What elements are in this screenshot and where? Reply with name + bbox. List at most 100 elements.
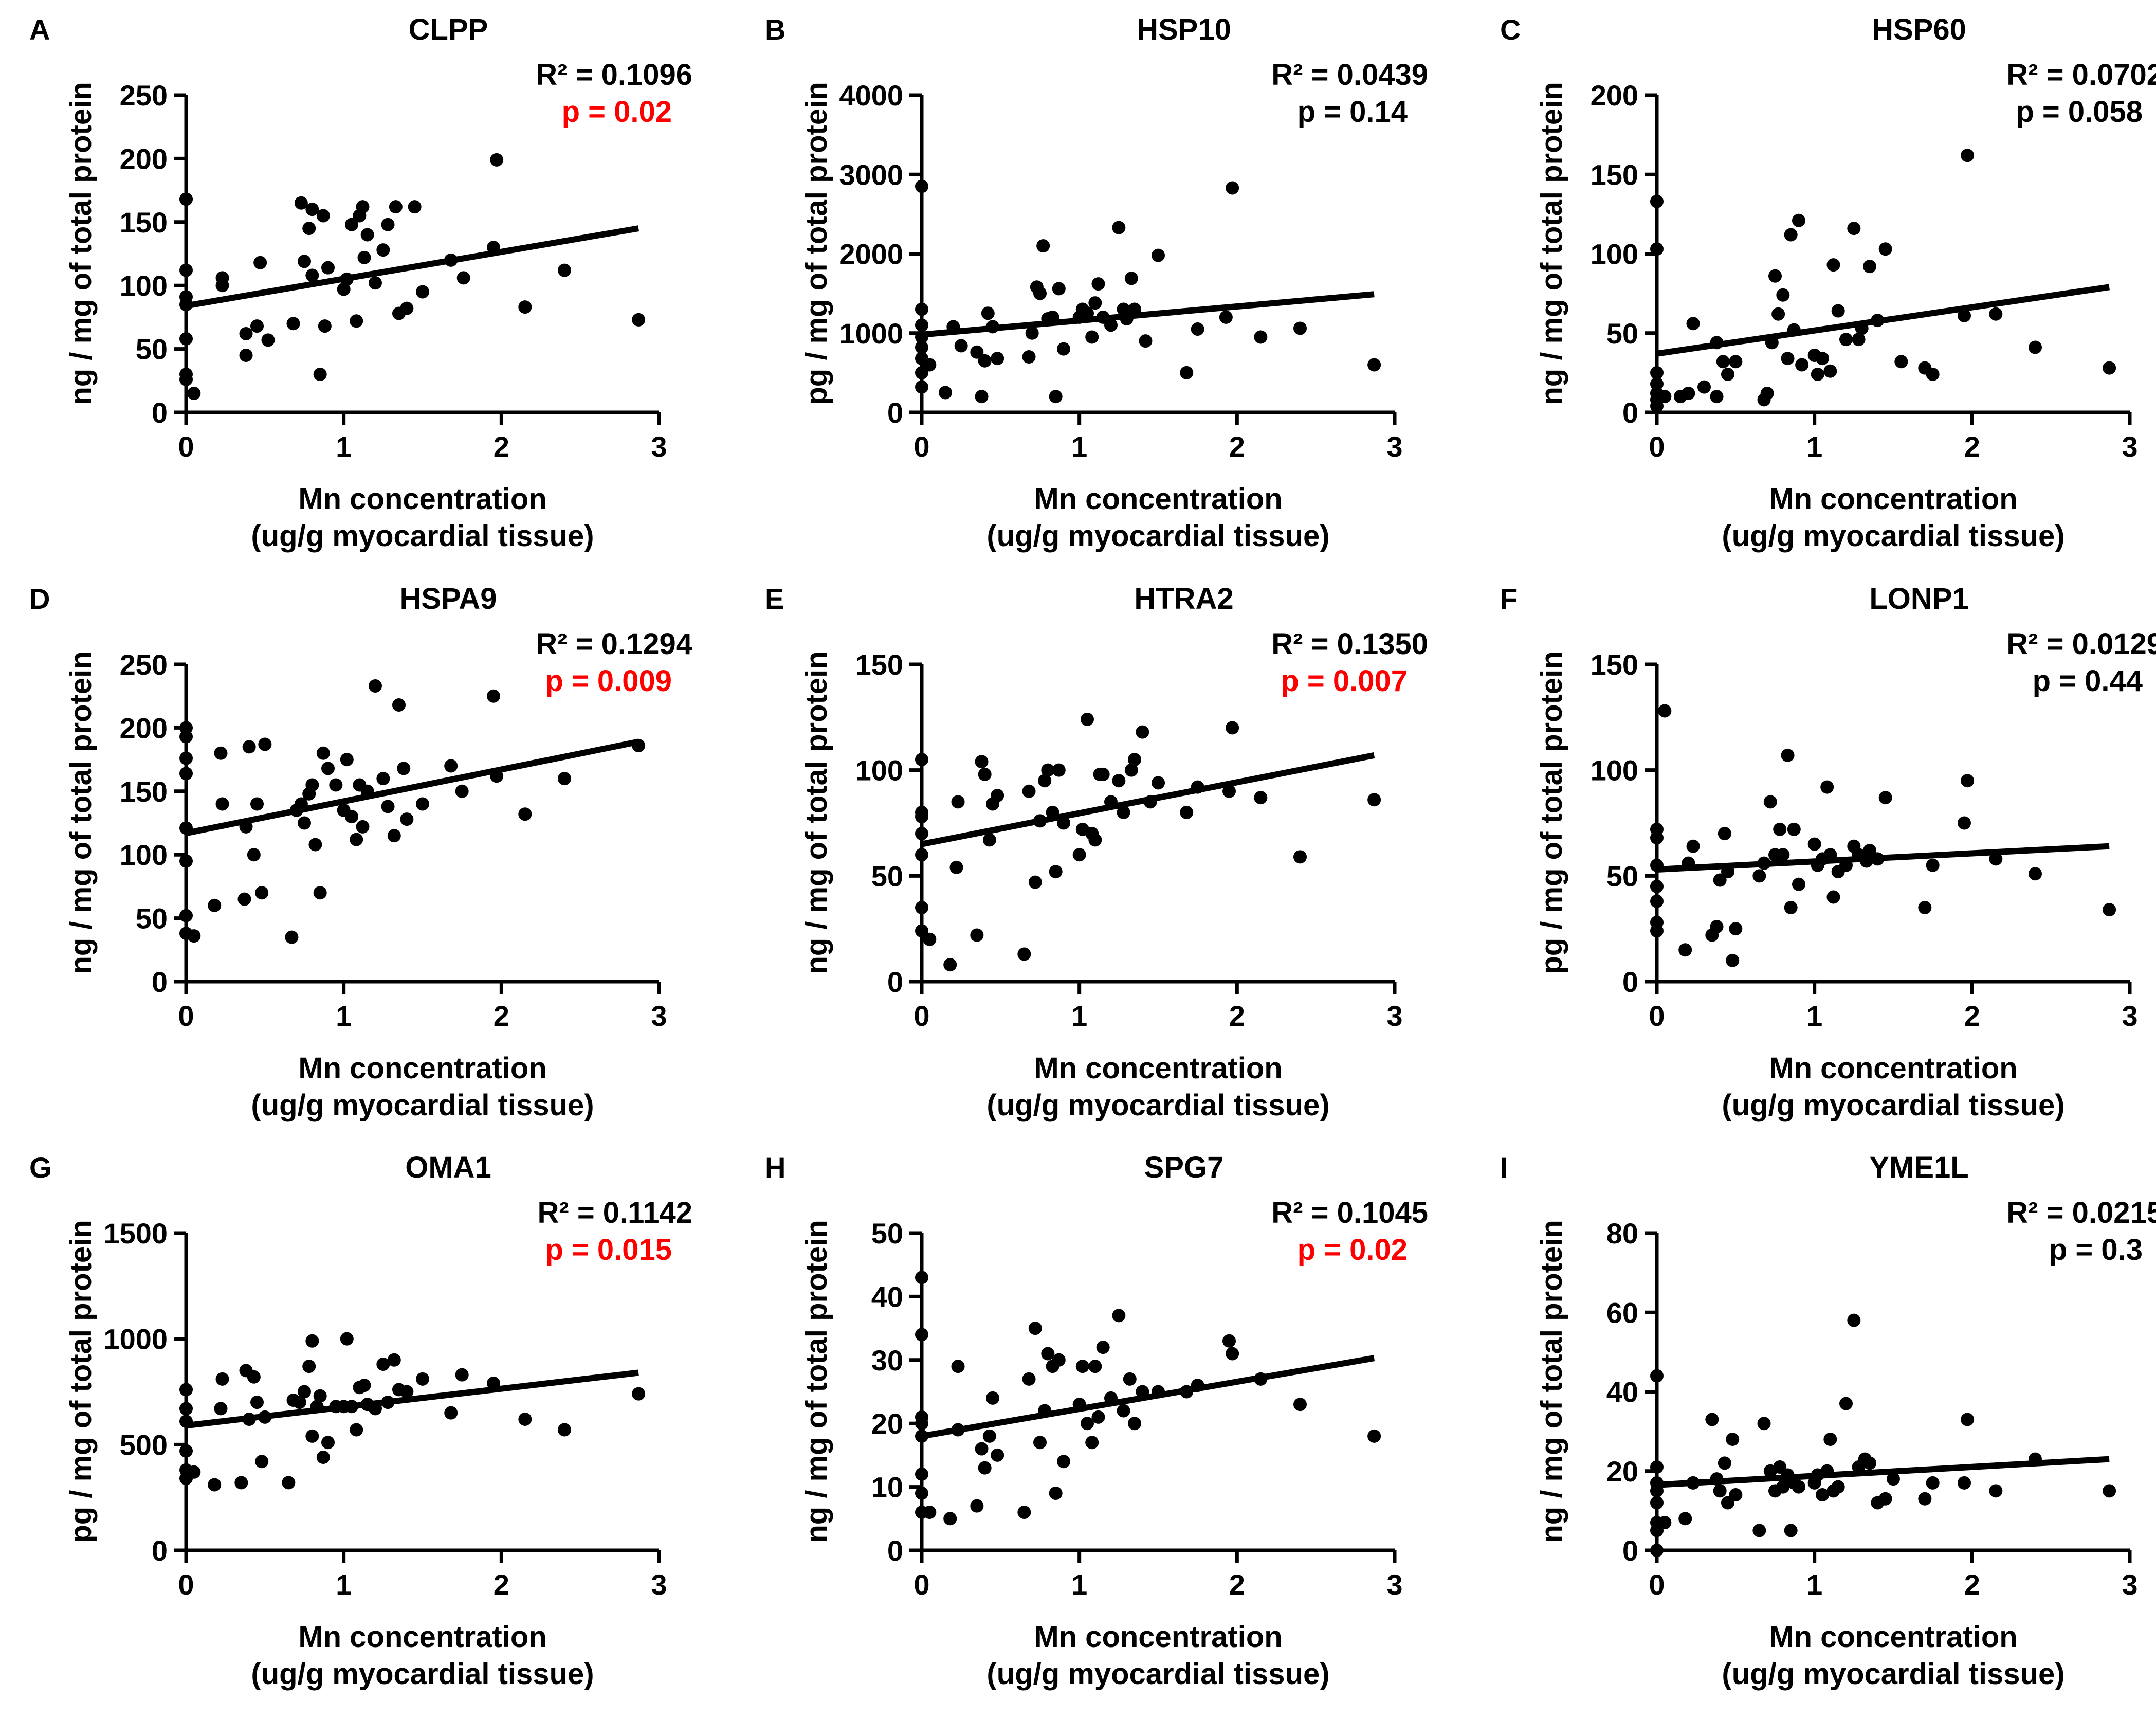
data-point	[1112, 1309, 1126, 1323]
data-point	[1091, 277, 1105, 291]
data-point	[313, 367, 327, 381]
y-tick-label: 0	[152, 396, 168, 429]
r-squared-label: R² = 0.0702	[2006, 58, 2156, 92]
data-point	[1784, 228, 1798, 242]
y-tick-label: 50	[871, 860, 903, 892]
data-point	[991, 789, 1004, 803]
y-tick-label: 150	[120, 775, 168, 808]
data-point	[381, 1396, 395, 1409]
data-point	[1713, 873, 1727, 887]
panel-letter: G	[29, 1151, 52, 1184]
r-squared-label: R² = 0.1045	[1271, 1196, 1428, 1229]
data-point	[1650, 1496, 1664, 1510]
data-point	[1658, 1516, 1672, 1530]
data-point	[308, 838, 322, 852]
chart-title: CLPP	[409, 13, 488, 46]
data-point	[1017, 1505, 1031, 1519]
data-point	[915, 380, 928, 394]
chart-panel-g: G OMA1 R² = 0.1142 p = 0.015 0 500 1000 1500 0 1 2…	[29, 1151, 692, 1691]
data-point	[1831, 1480, 1845, 1494]
x-tick-label: 3	[1386, 1000, 1402, 1032]
data-point	[179, 751, 193, 765]
data-point	[1367, 358, 1381, 372]
data-point	[923, 932, 937, 946]
data-point	[1226, 181, 1239, 195]
data-point	[1650, 377, 1664, 391]
data-point	[305, 1429, 319, 1443]
data-point	[1757, 1417, 1771, 1431]
y-tick-label: 100	[855, 754, 903, 787]
y-tick-label: 2000	[839, 238, 903, 270]
data-point	[1028, 1322, 1042, 1335]
data-point	[975, 1442, 989, 1456]
x-tick-label: 2	[494, 430, 509, 463]
data-point	[387, 1353, 401, 1367]
data-point	[298, 1385, 311, 1399]
data-point	[1180, 1385, 1194, 1399]
data-point	[1293, 850, 1307, 864]
data-point	[1072, 848, 1086, 862]
data-point	[1894, 355, 1908, 369]
p-value-label: p = 0.015	[545, 1233, 672, 1266]
data-point	[1096, 1341, 1110, 1354]
data-point	[923, 358, 937, 372]
data-point	[316, 746, 330, 760]
data-point	[991, 1448, 1004, 1462]
data-point	[1878, 242, 1892, 256]
data-point	[400, 812, 414, 826]
data-point	[1729, 1488, 1743, 1502]
data-point	[1650, 242, 1664, 256]
x-tick-label: 1	[336, 1000, 352, 1032]
chart-title: OMA1	[405, 1151, 491, 1184]
y-tick-label: 40	[1606, 1376, 1638, 1408]
data-point	[915, 1328, 928, 1342]
data-point	[376, 243, 390, 257]
data-point	[1811, 367, 1824, 381]
x-tick-label: 0	[913, 430, 929, 463]
data-point	[1036, 239, 1050, 253]
data-point	[282, 1476, 296, 1490]
data-point	[1096, 767, 1110, 781]
data-point	[1222, 784, 1236, 798]
data-point	[302, 1360, 316, 1373]
data-point	[1650, 399, 1664, 413]
data-point	[951, 1360, 965, 1373]
data-point	[1839, 858, 1853, 872]
data-point	[1128, 1417, 1141, 1431]
data-point	[350, 833, 363, 846]
data-point	[978, 354, 992, 368]
data-point	[400, 301, 414, 315]
data-point	[1847, 222, 1861, 236]
data-point	[293, 1396, 306, 1409]
y-tick-label: 50	[136, 333, 168, 366]
data-point	[915, 302, 928, 316]
data-point	[321, 261, 335, 275]
chart-title: YME1L	[1869, 1151, 1968, 1184]
y-tick-label: 0	[1622, 396, 1638, 429]
data-point	[1025, 326, 1039, 340]
data-point	[1143, 795, 1157, 809]
y-tick-label: 150	[120, 206, 168, 239]
data-point	[1757, 856, 1771, 870]
panel-letter: I	[1500, 1151, 1508, 1184]
data-point	[1784, 901, 1798, 915]
data-point	[360, 228, 374, 242]
x-tick-label: 1	[1071, 430, 1087, 463]
x-axis-subtitle: (ug/g myocardial tissue)	[986, 1657, 1329, 1691]
y-tick-label: 40	[871, 1280, 903, 1313]
data-point	[215, 1372, 229, 1386]
data-point	[1128, 753, 1141, 767]
data-point	[1152, 1385, 1165, 1399]
data-point	[1718, 827, 1731, 841]
x-tick-label: 3	[651, 1000, 667, 1032]
data-point	[313, 886, 327, 900]
data-point	[1057, 1455, 1070, 1469]
data-point	[1152, 248, 1165, 262]
p-value-label: p = 0.14	[1298, 95, 1408, 129]
y-axis-title: ng / mg of total protein	[1535, 1220, 1568, 1543]
data-point	[915, 810, 928, 824]
r-squared-label: R² = 0.0215	[2006, 1196, 2156, 1229]
data-point	[1052, 763, 1066, 777]
data-point	[1760, 386, 1774, 400]
